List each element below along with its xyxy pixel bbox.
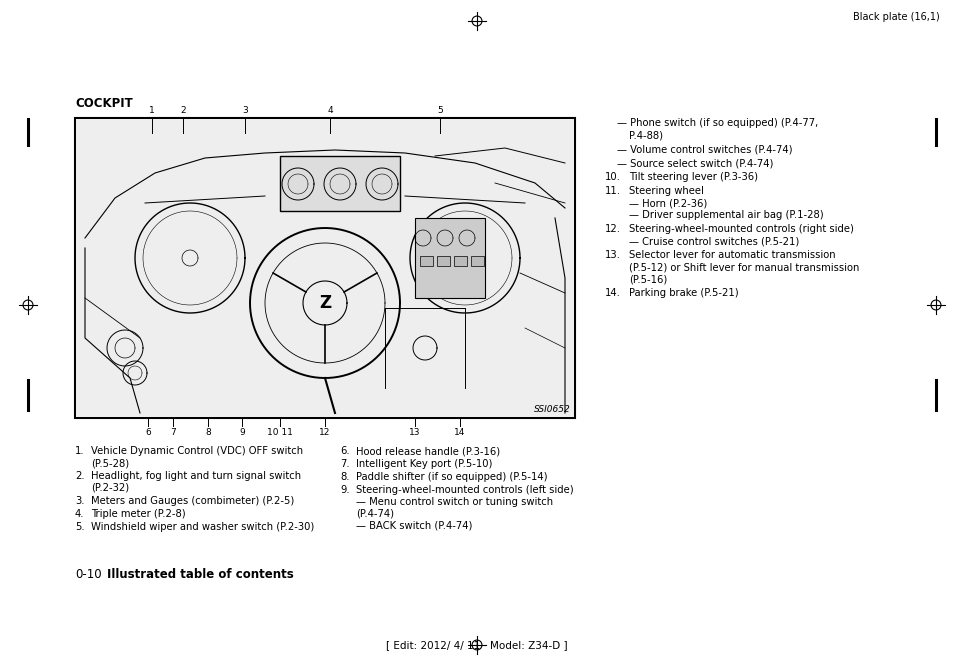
- Text: — BACK switch (P.4-74): — BACK switch (P.4-74): [355, 521, 472, 531]
- Text: 3.: 3.: [75, 496, 85, 506]
- Text: — Source select switch (P.4-74): — Source select switch (P.4-74): [617, 158, 773, 168]
- Text: 6: 6: [145, 428, 151, 437]
- Text: — Driver supplemental air bag (P.1-28): — Driver supplemental air bag (P.1-28): [628, 210, 822, 220]
- Text: Triple meter (P.2-8): Triple meter (P.2-8): [91, 509, 186, 519]
- Text: 2.: 2.: [75, 471, 85, 481]
- Bar: [76, 119, 574, 417]
- Text: 7: 7: [170, 428, 175, 437]
- Text: 14.: 14.: [604, 288, 620, 298]
- Text: Vehicle Dynamic Control (VDC) OFF switch: Vehicle Dynamic Control (VDC) OFF switch: [91, 446, 303, 456]
- Text: 8.: 8.: [339, 472, 349, 482]
- Bar: [471, 256, 483, 266]
- Text: 1.: 1.: [75, 446, 85, 456]
- Text: COCKPIT: COCKPIT: [75, 97, 132, 110]
- Text: Black plate (16,1): Black plate (16,1): [852, 12, 939, 22]
- Text: — Cruise control switches (P.5-21): — Cruise control switches (P.5-21): [628, 236, 799, 246]
- Bar: [280, 156, 399, 211]
- Text: Windshield wiper and washer switch (P.2-30): Windshield wiper and washer switch (P.2-…: [91, 522, 314, 532]
- Text: Hood release handle (P.3-16): Hood release handle (P.3-16): [355, 446, 499, 456]
- Text: Parking brake (P.5-21): Parking brake (P.5-21): [628, 288, 738, 298]
- Text: 6.: 6.: [339, 446, 349, 456]
- Text: 11.: 11.: [604, 186, 620, 196]
- Text: 10 11: 10 11: [267, 428, 293, 437]
- Text: SSI0652: SSI0652: [534, 405, 571, 414]
- Text: Illustrated table of contents: Illustrated table of contents: [107, 568, 294, 581]
- Text: (P.5-28): (P.5-28): [91, 458, 129, 468]
- Text: 10.: 10.: [604, 172, 620, 182]
- Text: 2: 2: [180, 106, 186, 115]
- Text: 14: 14: [454, 428, 465, 437]
- Bar: [436, 256, 450, 266]
- Text: 4.: 4.: [75, 509, 85, 519]
- Text: 5.: 5.: [75, 522, 85, 532]
- Text: 8: 8: [205, 428, 211, 437]
- Text: (P.5-12) or Shift lever for manual transmission: (P.5-12) or Shift lever for manual trans…: [628, 262, 859, 272]
- Text: [ Edit: 2012/ 4/ 11   Model: Z34-D ]: [ Edit: 2012/ 4/ 11 Model: Z34-D ]: [386, 640, 567, 650]
- Text: — Phone switch (if so equipped) (P.4-77,: — Phone switch (if so equipped) (P.4-77,: [617, 118, 818, 128]
- Bar: [415, 218, 484, 298]
- Text: Steering-wheel-mounted controls (left side): Steering-wheel-mounted controls (left si…: [355, 485, 573, 495]
- Text: Steering wheel: Steering wheel: [628, 186, 703, 196]
- Text: 9: 9: [239, 428, 245, 437]
- Text: Headlight, fog light and turn signal switch: Headlight, fog light and turn signal swi…: [91, 471, 301, 481]
- Text: 12: 12: [319, 428, 331, 437]
- Bar: [419, 256, 433, 266]
- Text: 3: 3: [242, 106, 248, 115]
- Text: (P.2-32): (P.2-32): [91, 483, 129, 493]
- Text: 7.: 7.: [339, 459, 349, 469]
- Text: Tilt steering lever (P.3-36): Tilt steering lever (P.3-36): [628, 172, 758, 182]
- Text: 13: 13: [409, 428, 420, 437]
- Text: 9.: 9.: [339, 485, 349, 495]
- Text: (P.4-74): (P.4-74): [355, 509, 394, 519]
- Bar: [75, 118, 575, 418]
- Text: — Menu control switch or tuning switch: — Menu control switch or tuning switch: [355, 497, 553, 507]
- Text: Intelligent Key port (P.5-10): Intelligent Key port (P.5-10): [355, 459, 492, 469]
- Text: — Volume control switches (P.4-74): — Volume control switches (P.4-74): [617, 144, 792, 154]
- Text: Selector lever for automatic transmission: Selector lever for automatic transmissio…: [628, 250, 835, 260]
- Text: — Horn (P.2-36): — Horn (P.2-36): [628, 198, 706, 208]
- Text: 5: 5: [436, 106, 442, 115]
- Text: P.4-88): P.4-88): [628, 130, 662, 140]
- Text: 12.: 12.: [604, 224, 620, 234]
- Text: Meters and Gauges (combimeter) (P.2-5): Meters and Gauges (combimeter) (P.2-5): [91, 496, 294, 506]
- Text: 13.: 13.: [604, 250, 620, 260]
- Bar: [454, 256, 467, 266]
- Text: Z: Z: [318, 294, 331, 312]
- Text: 4: 4: [327, 106, 333, 115]
- Text: Paddle shifter (if so equipped) (P.5-14): Paddle shifter (if so equipped) (P.5-14): [355, 472, 547, 482]
- Text: 0-10: 0-10: [75, 568, 102, 581]
- Text: Steering-wheel-mounted controls (right side): Steering-wheel-mounted controls (right s…: [628, 224, 853, 234]
- Text: 1: 1: [149, 106, 154, 115]
- Text: (P.5-16): (P.5-16): [628, 274, 666, 284]
